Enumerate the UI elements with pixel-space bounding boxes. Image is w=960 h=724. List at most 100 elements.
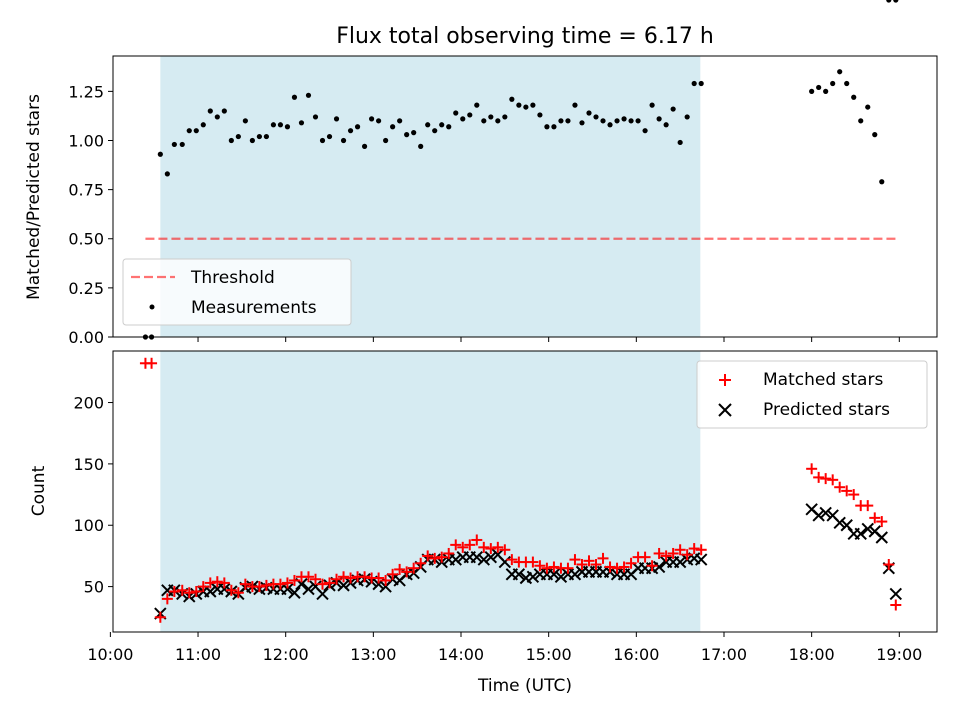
measurement-point <box>221 108 227 114</box>
measurement-point <box>214 114 220 120</box>
matched-star-point <box>302 571 314 583</box>
measurement-point <box>586 110 592 116</box>
predicted-star-point <box>281 582 294 596</box>
predicted-star-point <box>547 568 561 581</box>
measurement-point <box>551 124 557 130</box>
bot-xtick-label: 18:00 <box>789 645 835 664</box>
matched-star-point <box>146 357 158 369</box>
matched-star-point <box>611 562 623 574</box>
measurement-point <box>319 137 326 144</box>
measurement-point <box>628 118 634 124</box>
measurement-point <box>326 133 333 140</box>
measurement-point <box>544 124 550 130</box>
measurement-point <box>298 120 305 126</box>
matched-star-point <box>841 485 853 497</box>
measurement-point <box>858 118 864 124</box>
matched-star-point <box>541 562 553 574</box>
matched-star-point <box>176 584 188 596</box>
measurement-point <box>698 80 704 87</box>
measurement-point <box>851 94 857 100</box>
predicted-star-point <box>316 587 329 601</box>
measurement-point <box>614 118 620 124</box>
measurement-point <box>164 171 170 177</box>
measurement-point <box>823 88 829 94</box>
measurement-point <box>656 116 662 122</box>
matched-star-point <box>569 554 581 566</box>
measurement-point <box>593 114 599 120</box>
matched-star-point <box>429 552 441 564</box>
matched-star-point <box>394 563 406 575</box>
matched-star-point <box>548 561 560 573</box>
matched-star-point <box>485 543 497 555</box>
matched-star-point <box>653 547 665 559</box>
predicted-star-point <box>812 509 825 522</box>
measurement-point <box>607 122 613 128</box>
matched-star-point <box>345 572 357 584</box>
matched-star-point <box>450 539 462 551</box>
bot-xtick-label: 14:00 <box>438 645 484 664</box>
measurement-point <box>537 112 543 118</box>
measurement-point <box>816 84 822 91</box>
measurement-point <box>390 124 396 130</box>
measurement-point <box>516 102 522 108</box>
matched-star-point <box>820 473 832 485</box>
measurement-point <box>879 179 885 185</box>
predicted-star-point <box>470 550 483 564</box>
matched-star-point <box>583 555 595 567</box>
top-y-axis-label: Matched/Predicted stars <box>24 94 44 300</box>
matched-star-point <box>422 550 434 562</box>
measurement-point <box>333 116 340 122</box>
measurement-point <box>277 122 284 128</box>
measurement-point <box>691 80 697 87</box>
bottom-legend-box <box>696 360 928 429</box>
matched-star-point <box>883 559 895 571</box>
matched-star-point <box>281 577 293 589</box>
matched-star-point <box>436 551 448 563</box>
measurement-point <box>305 92 312 98</box>
bot-ytick-label: 200 <box>73 394 104 413</box>
measurement-point <box>467 112 473 118</box>
bot-ytick-label: 100 <box>73 516 104 535</box>
measurement-point <box>242 118 248 124</box>
predicted-star-point <box>568 568 582 581</box>
matched-star-point <box>534 560 546 572</box>
measurement-point <box>481 118 487 124</box>
matched-star-point <box>639 551 651 563</box>
top-ytick-label: 0.50 <box>68 230 104 249</box>
predicted-star-point <box>652 560 666 574</box>
predicted-star-point <box>302 582 315 596</box>
measurement-point <box>383 137 389 144</box>
matched-star-point <box>274 578 286 590</box>
matched-star-point <box>331 573 343 585</box>
top-ytick-label: 0.75 <box>68 181 104 200</box>
bottom-plot-frame <box>112 350 938 633</box>
matched-star-point <box>324 577 336 589</box>
top-ytick-label: 1.00 <box>68 131 104 150</box>
matched-star-point <box>218 577 230 589</box>
matched-star-point <box>380 574 392 586</box>
measurement-point <box>179 141 185 148</box>
matched-star-point <box>492 541 504 553</box>
measurement-point <box>200 122 206 128</box>
matched-star-point <box>168 586 180 598</box>
measurement-point <box>368 116 375 122</box>
bot-xtick-label: 19:00 <box>876 645 922 664</box>
matched-star-point <box>695 544 707 556</box>
matched-star-point <box>373 572 385 584</box>
matched-star-point <box>813 471 825 483</box>
matched-star-point <box>471 534 483 546</box>
matched-star-point <box>876 516 888 528</box>
predicted-star-point <box>498 555 512 569</box>
measurement-point <box>453 110 459 116</box>
bot-xtick-label: 11:00 <box>175 645 221 664</box>
top-ytick-label: 0.25 <box>68 279 104 298</box>
bot-xtick-label: 13:00 <box>350 645 396 664</box>
matched-star-point <box>408 562 420 574</box>
measurement-point <box>677 139 683 146</box>
measurement-point <box>530 102 536 108</box>
matched-star-point <box>618 561 630 573</box>
measurement-point <box>171 141 177 148</box>
matched-star-point <box>239 578 251 590</box>
measurement-point <box>235 133 241 140</box>
